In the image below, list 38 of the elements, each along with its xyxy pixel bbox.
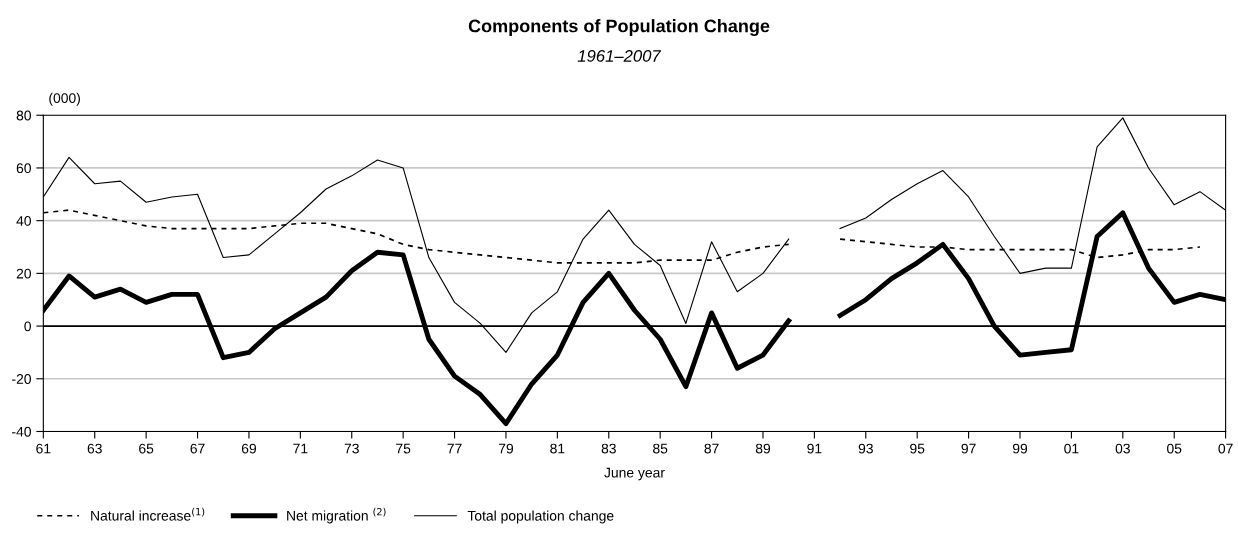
x-tick-label: 97 <box>961 443 976 454</box>
x-tick-label: 99 <box>1012 443 1028 454</box>
y-tick-label: -20 <box>12 374 31 384</box>
x-tick-label: 85 <box>653 443 668 454</box>
x-tick-label: 87 <box>704 443 719 454</box>
x-tick-label: 83 <box>601 443 616 454</box>
x-tick-label: 91 <box>807 443 822 454</box>
x-tick-label: 01 <box>1064 443 1079 454</box>
y-tick-label: 40 <box>16 215 31 226</box>
x-tick-label: 73 <box>344 443 359 454</box>
x-tick-label: 93 <box>858 443 873 454</box>
x-tick-label: 79 <box>498 443 514 454</box>
x-tick-label: 95 <box>910 443 925 454</box>
x-tick-label: 75 <box>396 443 411 454</box>
x-tick-label: 03 <box>1115 443 1130 454</box>
y-tick-label: 0 <box>24 321 31 332</box>
legend-label: Total population change <box>467 510 614 524</box>
chart-subtitle: 1961–2007 <box>577 50 662 62</box>
y-tick-label: 80 <box>16 110 31 121</box>
x-tick-label: 89 <box>755 443 771 454</box>
x-tick-label: 65 <box>139 443 154 454</box>
x-axis-title: June year <box>604 467 665 481</box>
x-tick-label: 07 <box>1218 443 1233 454</box>
x-tick-label: 63 <box>87 443 102 454</box>
x-tick-label: 69 <box>241 443 257 454</box>
x-tick-label: 81 <box>550 443 565 454</box>
y-tick-label: 20 <box>16 268 31 279</box>
x-tick-label: 71 <box>293 443 308 454</box>
x-tick-label: 67 <box>190 443 205 454</box>
legend-label: Natural increase$^{(1)}$ <box>91 507 205 521</box>
y-tick-label: -40 <box>12 426 31 437</box>
x-tick-label: 05 <box>1167 443 1182 454</box>
legend-label: Net migration $^{(2)}$ <box>287 507 386 524</box>
y-axis-title: (000) <box>49 92 80 106</box>
chart-title: Components of Population Change <box>468 19 770 36</box>
x-tick-label: 61 <box>36 443 51 454</box>
y-tick-label: 60 <box>16 163 31 174</box>
x-tick-label: 77 <box>447 443 462 454</box>
